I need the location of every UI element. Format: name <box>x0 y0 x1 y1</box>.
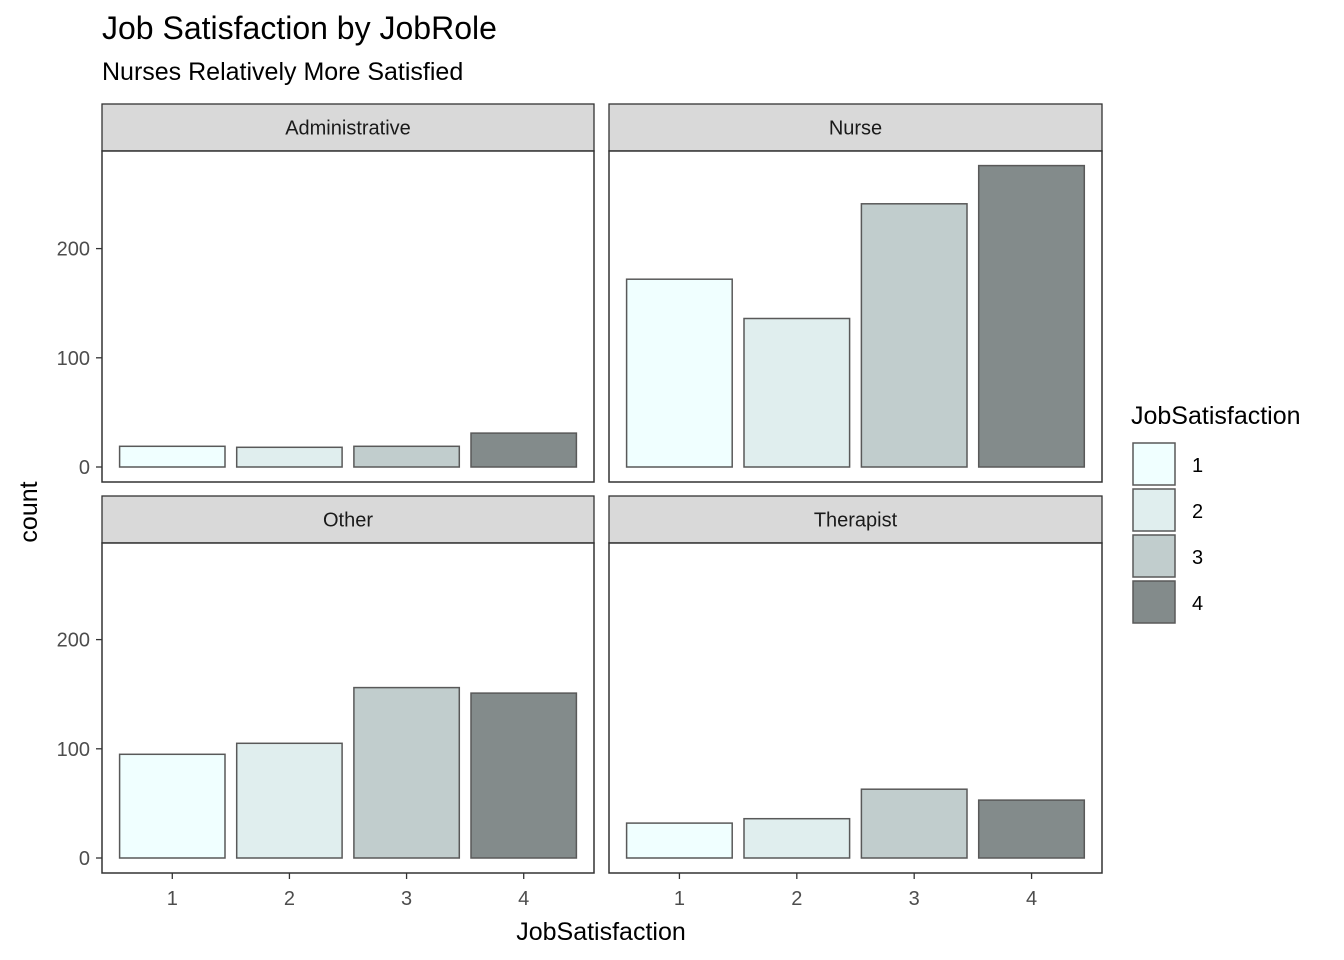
x-tick-label: 4 <box>1026 888 1037 910</box>
facet-strip <box>608 495 1103 544</box>
bar <box>625 822 733 859</box>
legend-key <box>1132 580 1176 624</box>
bar <box>470 692 578 859</box>
legend-label: 4 <box>1192 593 1203 615</box>
panel-border <box>608 150 1103 483</box>
facet-strip <box>608 103 1103 152</box>
panel-border <box>101 542 595 874</box>
x-axis-title: JobSatisfaction <box>516 918 686 946</box>
x-tick-label: 2 <box>791 888 802 910</box>
y-tick-label: 0 <box>79 457 90 479</box>
bar <box>977 799 1086 859</box>
panel-border <box>608 542 1103 874</box>
legend-label: 3 <box>1192 547 1203 569</box>
x-tick-label: 4 <box>518 888 529 910</box>
y-tick-label: 100 <box>57 739 90 761</box>
y-tick-label: 0 <box>79 848 90 870</box>
y-tick-label: 200 <box>57 239 90 261</box>
legend-label: 1 <box>1192 455 1203 477</box>
bar <box>977 164 1086 468</box>
legend-label: 2 <box>1192 501 1203 523</box>
bar <box>118 753 226 859</box>
bar <box>860 788 968 859</box>
x-tick-label: 2 <box>284 888 295 910</box>
chart-subtitle: Nurses Relatively More Satisfied <box>102 58 464 86</box>
y-tick-label: 100 <box>57 348 90 370</box>
bar <box>860 203 968 468</box>
y-tick-label: 200 <box>57 630 90 652</box>
bar <box>353 445 461 468</box>
bar <box>353 686 461 859</box>
x-tick-label: 3 <box>401 888 412 910</box>
legend-key <box>1132 534 1176 578</box>
legend-key <box>1132 442 1176 486</box>
facet-strip-label: Nurse <box>829 118 882 140</box>
y-axis-title: count <box>15 481 43 542</box>
facet-strip <box>101 495 595 544</box>
x-tick-label: 3 <box>909 888 920 910</box>
x-tick-label: 1 <box>167 888 178 910</box>
bar <box>470 432 578 468</box>
panel-border <box>101 150 595 483</box>
facet-strip-label: Other <box>323 510 373 532</box>
bar <box>743 317 851 468</box>
x-tick-label: 1 <box>674 888 685 910</box>
bar <box>235 446 343 468</box>
bar <box>743 817 851 859</box>
bar <box>118 445 226 468</box>
legend-title: JobSatisfaction <box>1131 402 1301 430</box>
legend-key <box>1132 488 1176 532</box>
facet-strip-label: Therapist <box>814 510 898 532</box>
bar <box>235 742 343 859</box>
chart-title: Job Satisfaction by JobRole <box>102 10 497 46</box>
panel-background <box>102 151 594 482</box>
facet-strip-label: Administrative <box>285 118 411 140</box>
bar <box>625 278 733 468</box>
